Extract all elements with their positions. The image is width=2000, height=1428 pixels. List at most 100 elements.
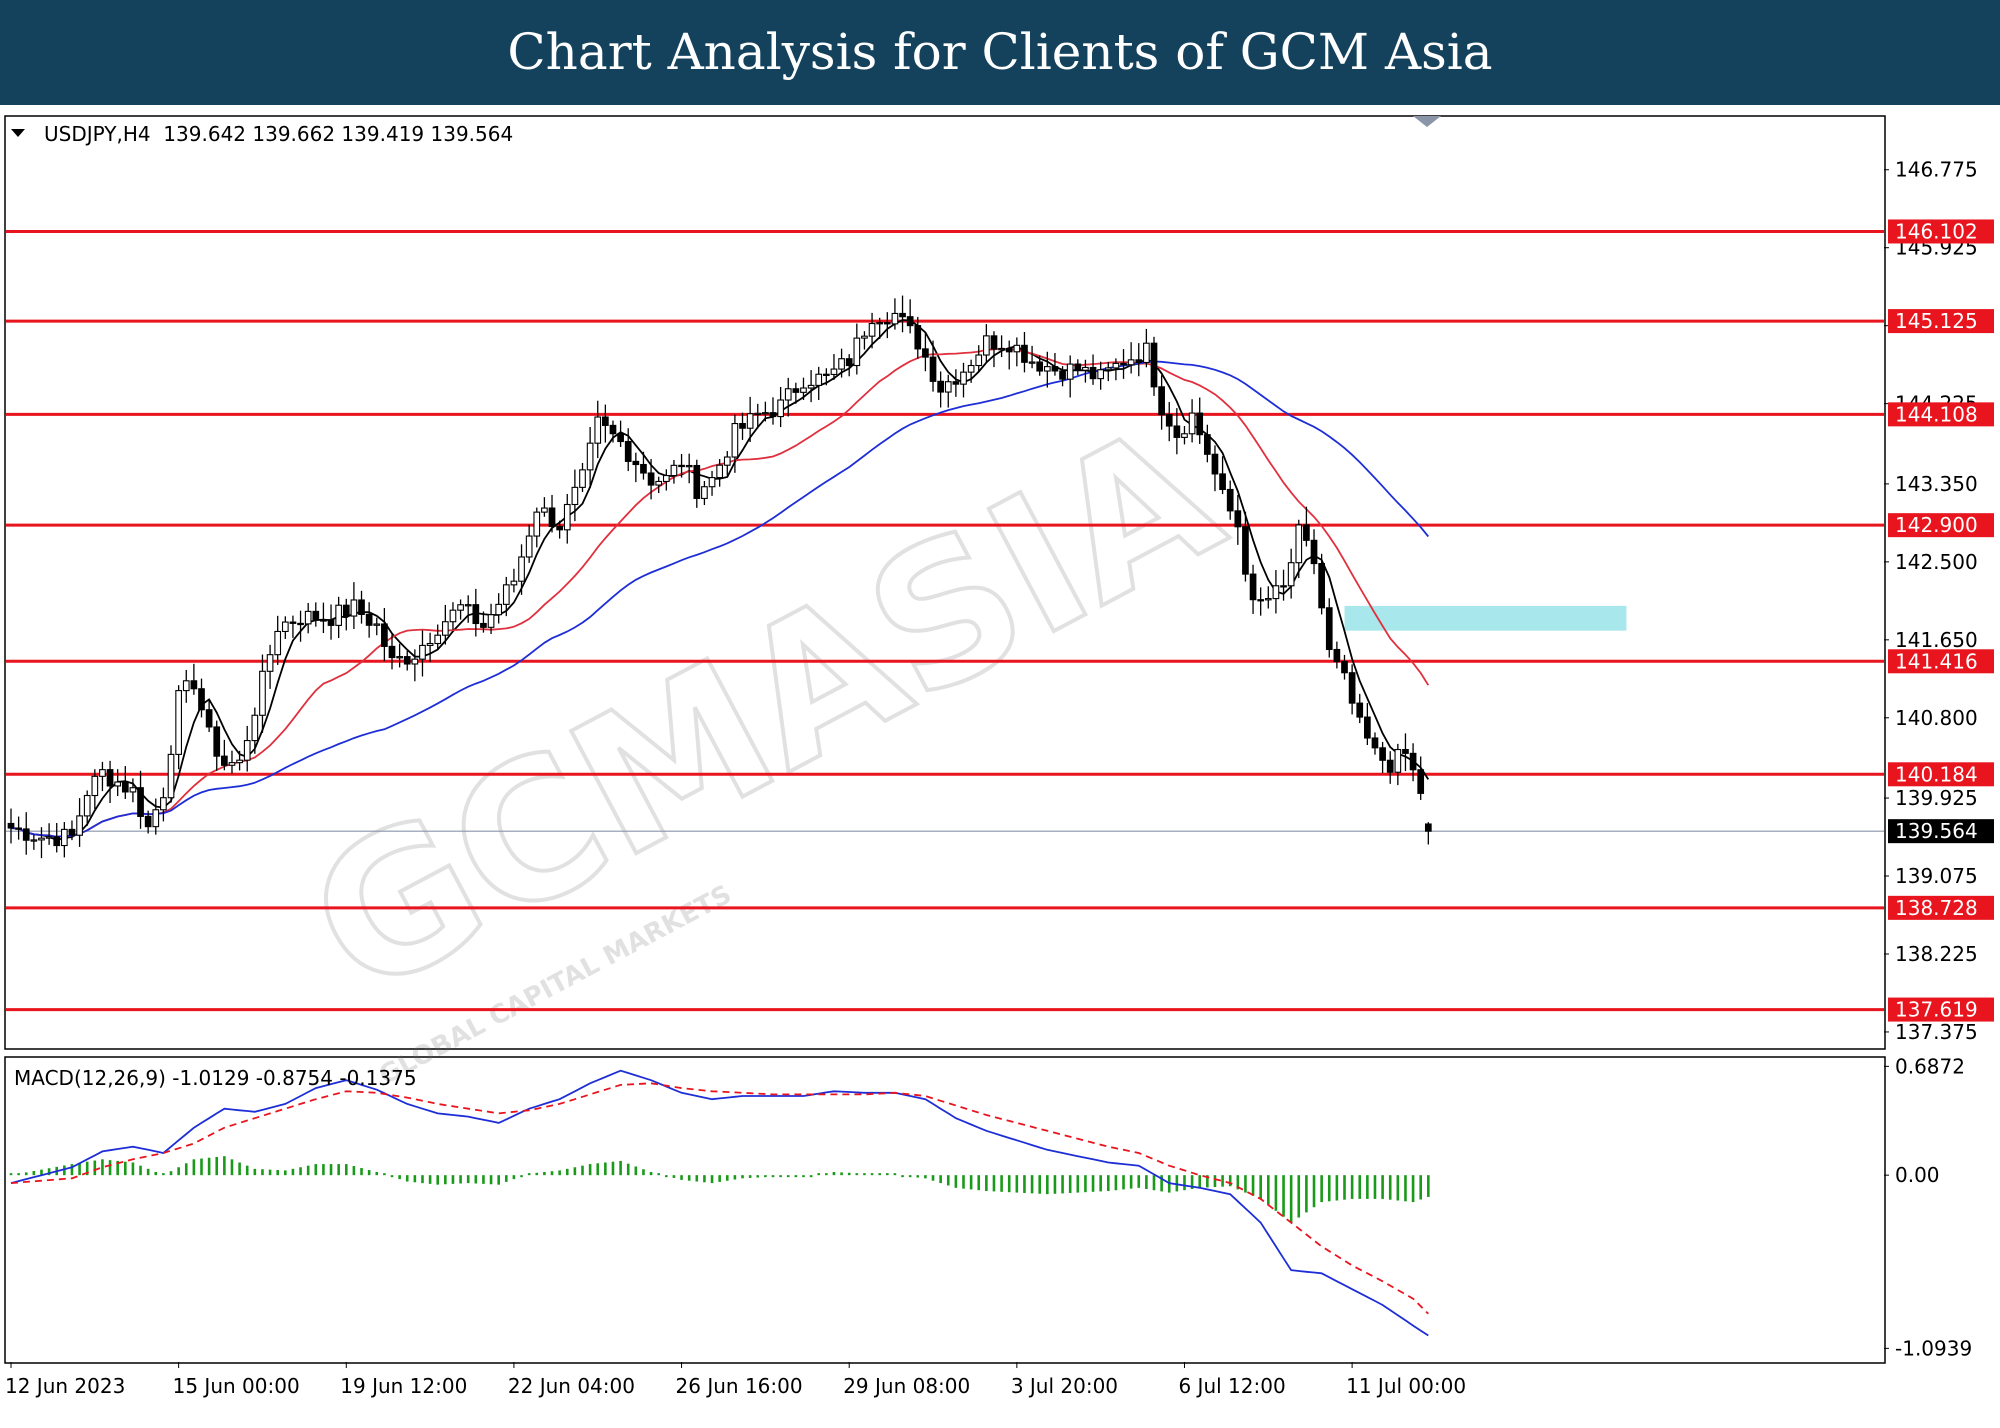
- candle-body: [838, 358, 845, 370]
- candle: [518, 544, 525, 595]
- page-title: Chart Analysis for Clients of GCM Asia: [507, 23, 1493, 81]
- candle: [883, 312, 891, 339]
- candle: [53, 823, 61, 853]
- level-label-bg-6: [1888, 895, 1994, 920]
- x-tick-label-4: 26 Jun 16:00: [676, 1374, 803, 1398]
- candle: [144, 810, 152, 834]
- level-label-0: 146.102: [1895, 219, 1978, 243]
- candle-body: [274, 630, 282, 656]
- candle-body: [1036, 361, 1044, 372]
- candle-body: [800, 387, 807, 393]
- candle: [1424, 822, 1432, 845]
- candle-body: [68, 828, 76, 836]
- candle-body: [1181, 433, 1188, 438]
- ma-slow-line: [10, 360, 1429, 838]
- candle-body: [365, 613, 373, 626]
- candle: [15, 816, 22, 840]
- title-banner: [0, 0, 2000, 105]
- candle-body: [160, 797, 167, 811]
- candle: [457, 599, 464, 620]
- candle-body: [792, 388, 800, 393]
- candle: [1417, 756, 1425, 800]
- candle-body: [441, 621, 449, 636]
- candle: [502, 576, 510, 617]
- candle-body: [480, 622, 487, 628]
- candle: [891, 298, 899, 330]
- candle: [137, 770, 144, 829]
- candle: [419, 630, 426, 677]
- candle: [289, 615, 297, 638]
- candle-body: [1143, 342, 1150, 364]
- y-tick-label-9: 139.075: [1895, 864, 1978, 888]
- candle: [1402, 733, 1409, 772]
- candle-body: [381, 623, 388, 647]
- candle-body: [472, 604, 480, 625]
- candle-body: [784, 388, 792, 401]
- level-label-bg-7: [1888, 997, 1994, 1022]
- chart-shift-marker-icon[interactable]: [1413, 116, 1441, 127]
- candle-body: [754, 412, 762, 416]
- candle-body: [899, 312, 906, 318]
- candle: [373, 617, 381, 636]
- candle: [1371, 732, 1379, 755]
- y-tick-label-0: 146.775: [1895, 158, 1978, 182]
- candle-body: [1089, 366, 1097, 380]
- candle-body: [1364, 716, 1371, 739]
- candle-body: [602, 416, 609, 426]
- candle: [160, 787, 167, 822]
- y-tick-label-7: 140.800: [1895, 706, 1978, 730]
- candle: [99, 761, 106, 792]
- candle: [655, 476, 663, 494]
- candle: [1341, 654, 1348, 680]
- candle: [830, 354, 838, 380]
- candle: [556, 520, 563, 539]
- level-label-6: 138.728: [1895, 896, 1978, 920]
- current-price-label: 139.564: [1895, 819, 1978, 843]
- candle: [259, 654, 266, 733]
- candle: [243, 725, 251, 772]
- y-tick-label-10: 138.225: [1895, 942, 1978, 966]
- candle: [1325, 598, 1333, 658]
- candle: [1150, 336, 1158, 396]
- candle-body: [1211, 453, 1219, 475]
- candle: [533, 507, 541, 548]
- symbol-header: USDJPY,H4 139.642 139.662 139.419 139.56…: [44, 122, 513, 146]
- candle: [678, 453, 685, 478]
- candle-body: [1005, 347, 1013, 353]
- candle-body: [693, 464, 701, 499]
- candle-body: [152, 809, 160, 828]
- candle: [1127, 342, 1135, 374]
- candle: [1295, 519, 1303, 579]
- symbol-menu-caret-icon[interactable]: [11, 129, 25, 137]
- current-price-label-bg: [1888, 819, 1994, 844]
- candle: [1181, 426, 1188, 445]
- candle: [1089, 354, 1097, 385]
- candle: [381, 608, 388, 662]
- candle: [1409, 743, 1417, 782]
- candle-body: [594, 416, 602, 444]
- candle: [1173, 408, 1181, 455]
- candle-body: [1249, 573, 1257, 601]
- candle: [1104, 362, 1112, 382]
- candle: [723, 451, 731, 476]
- candle: [281, 616, 289, 639]
- candle: [602, 404, 609, 443]
- candle: [845, 354, 853, 377]
- candle-body: [1158, 386, 1165, 416]
- candle-body: [609, 424, 617, 435]
- level-label-bg-5: [1888, 762, 1994, 787]
- macd-signal-line: [10, 1082, 1429, 1315]
- candle: [838, 348, 845, 378]
- level-label-1: 145.125: [1895, 309, 1978, 333]
- candle: [731, 414, 739, 473]
- candle: [1066, 355, 1074, 398]
- candle: [541, 497, 548, 517]
- candle-body: [632, 460, 640, 466]
- level-label-3: 142.900: [1895, 513, 1978, 537]
- candle-body: [685, 464, 693, 468]
- candle: [548, 494, 556, 533]
- candle-body: [1082, 366, 1089, 371]
- candle: [1097, 361, 1105, 390]
- candle: [205, 699, 213, 732]
- candle: [1394, 743, 1402, 786]
